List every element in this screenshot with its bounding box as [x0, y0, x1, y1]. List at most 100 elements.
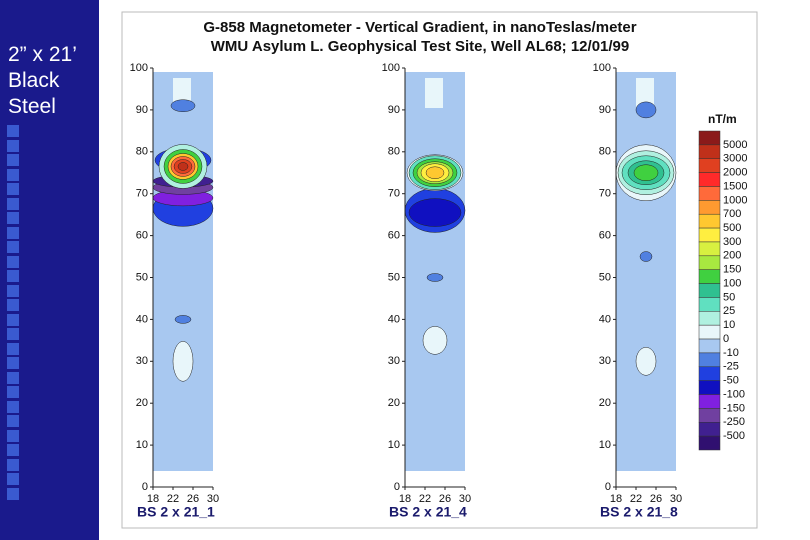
bullet-square — [7, 313, 19, 326]
bullet-square — [7, 154, 19, 166]
bullet-square — [7, 342, 19, 355]
legend-label: 10 — [723, 319, 735, 331]
legend-swatch — [698, 366, 721, 381]
bullet-square — [7, 226, 19, 239]
bullet-square — [7, 284, 19, 297]
contour-region — [177, 162, 189, 171]
bullet-square — [7, 357, 19, 369]
x-tick-label: 22 — [167, 493, 179, 505]
y-tick-label: 90 — [136, 104, 148, 116]
legend-swatch — [698, 283, 721, 298]
contour-region — [425, 166, 445, 179]
contour-region — [172, 341, 194, 382]
bullet-square — [7, 139, 19, 152]
y-tick-label: 90 — [388, 104, 400, 116]
legend-label: 300 — [723, 236, 741, 248]
bullet-square — [7, 444, 19, 456]
legend-label: 0 — [723, 333, 729, 345]
legend-label: 25 — [723, 305, 735, 317]
y-tick-label: 40 — [136, 313, 148, 325]
legend-swatch — [698, 324, 721, 340]
panel-label: BS 2 x 21_1 — [137, 504, 215, 520]
legend-label: 5000 — [723, 139, 747, 151]
y-tick-label: 60 — [599, 230, 611, 242]
legend-swatch — [698, 297, 721, 312]
slide-title: 2” x 21’ Black Steel — [8, 42, 77, 120]
contour-field — [153, 72, 213, 471]
y-tick-label: 40 — [388, 313, 400, 325]
x-tick-label: 18 — [147, 493, 159, 505]
legend-swatch — [698, 435, 721, 451]
y-tick-label: 0 — [394, 481, 400, 493]
bullet-square — [7, 183, 19, 195]
title-line: Steel — [8, 95, 56, 118]
bullet-square — [7, 241, 19, 253]
y-tick-label: 0 — [142, 481, 148, 493]
y-tick-label: 50 — [136, 271, 148, 283]
y-tick-label: 100 — [130, 62, 148, 74]
y-tick-label: 10 — [599, 439, 611, 451]
legend-swatch — [698, 130, 721, 146]
bullet-square — [7, 429, 19, 442]
title-line: Black — [8, 69, 60, 92]
legend-swatch — [698, 241, 721, 257]
legend-swatch — [698, 213, 721, 229]
bullet-square — [7, 255, 19, 268]
x-tick-label: 30 — [459, 493, 471, 505]
y-tick-label: 20 — [599, 397, 611, 409]
contour-region — [633, 164, 659, 181]
contour-field — [405, 72, 465, 471]
bullet-square — [7, 473, 19, 485]
bullet-square — [7, 299, 19, 311]
contour-region — [426, 273, 444, 282]
contour-patch — [425, 78, 443, 108]
x-tick-label: 22 — [630, 493, 642, 505]
contour-region — [635, 101, 657, 119]
y-tick-label: 30 — [599, 355, 611, 367]
y-tick-label: 30 — [388, 355, 400, 367]
x-tick-label: 18 — [399, 493, 411, 505]
y-tick-label: 70 — [388, 188, 400, 200]
y-tick-label: 60 — [388, 230, 400, 242]
legend-swatch — [698, 172, 721, 187]
legend-unit: nT/m — [708, 112, 737, 126]
legend-label: -25 — [723, 361, 739, 373]
legend-swatch — [698, 186, 721, 201]
panel-label: BS 2 x 21_4 — [389, 504, 467, 520]
x-tick-label: 26 — [187, 493, 199, 505]
y-tick-label: 100 — [382, 62, 400, 74]
y-tick-label: 80 — [136, 146, 148, 158]
legend-swatch — [698, 144, 721, 159]
panel-label: BS 2 x 21_8 — [600, 504, 678, 520]
legend-swatch — [698, 255, 721, 270]
legend-label: -500 — [723, 430, 745, 442]
legend-label: 150 — [723, 264, 741, 276]
legend-label: -10 — [723, 347, 739, 359]
legend-label: 100 — [723, 277, 741, 289]
y-tick-label: 50 — [599, 271, 611, 283]
x-tick-label: 30 — [670, 493, 682, 505]
contour-region — [170, 99, 196, 112]
legend-label: 1500 — [723, 180, 747, 192]
contour-region — [174, 315, 192, 324]
y-tick-label: 0 — [605, 481, 611, 493]
y-tick-label: 100 — [593, 62, 611, 74]
legend-label: 2000 — [723, 167, 747, 179]
x-tick-label: 26 — [439, 493, 451, 505]
legend-swatch — [698, 269, 721, 284]
legend-label: 50 — [723, 291, 735, 303]
bullet-square — [7, 212, 19, 224]
y-tick-label: 10 — [136, 439, 148, 451]
legend-label: -100 — [723, 388, 745, 400]
legend-label: -150 — [723, 402, 745, 414]
figure-title: WMU Asylum L. Geophysical Test Site, Wel… — [211, 38, 629, 55]
bullet-square — [7, 197, 19, 210]
bullet-square — [7, 168, 19, 181]
legend-label: 500 — [723, 222, 741, 234]
y-tick-label: 20 — [388, 397, 400, 409]
contour-patch — [636, 78, 654, 108]
legend-swatch — [698, 200, 721, 215]
legend-swatch — [698, 311, 721, 326]
contour-region — [635, 347, 657, 376]
